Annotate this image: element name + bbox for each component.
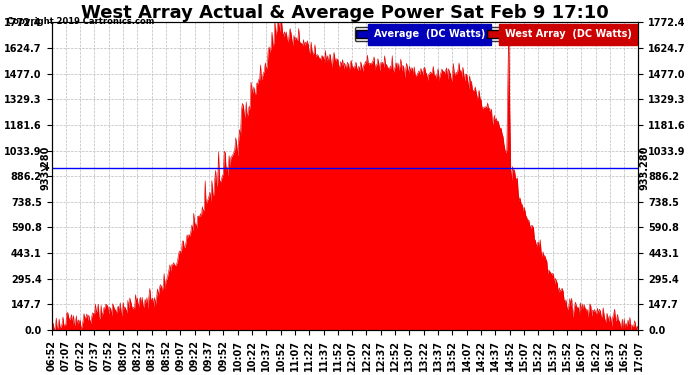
Title: West Array Actual & Average Power Sat Feb 9 17:10: West Array Actual & Average Power Sat Fe…: [81, 4, 609, 22]
Text: Copyright 2019 Cartronics.com: Copyright 2019 Cartronics.com: [7, 17, 155, 26]
Text: 933.280: 933.280: [41, 146, 51, 190]
Text: 933.280: 933.280: [639, 146, 649, 190]
Legend: Average  (DC Watts), West Array  (DC Watts): Average (DC Watts), West Array (DC Watts…: [355, 27, 633, 41]
